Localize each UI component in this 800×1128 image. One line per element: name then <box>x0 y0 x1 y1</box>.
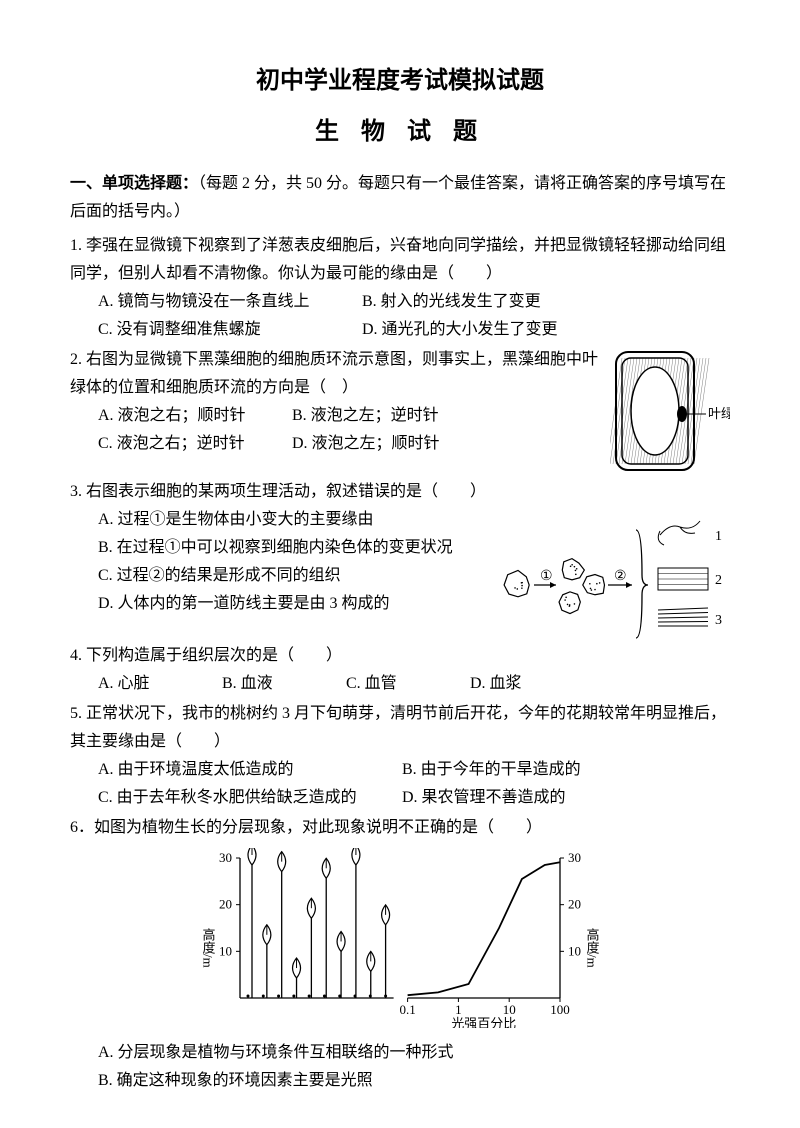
q5-stem: 5. 正常状况下，我市的桃树约 3 月下旬萌芽，清明节前后开花，今年的花期较常年… <box>70 700 730 756</box>
svg-text:10: 10 <box>219 943 232 958</box>
q2-opt-c: C. 液泡之右；逆时针 <box>98 430 288 458</box>
svg-text:100: 100 <box>550 1002 570 1017</box>
section-1-label: 一、单项选择题： <box>70 175 198 192</box>
question-5: 5. 正常状况下，我市的桃树约 3 月下旬萌芽，清明节前后开花，今年的花期较常年… <box>70 700 730 812</box>
question-6: 6．如图为植物生长的分层现象，对此现象说明不正确的是（ ） 10 20 30 高度/m… <box>70 814 730 1095</box>
svg-text:高度/m: 高度/m <box>201 927 216 967</box>
svg-text:20: 20 <box>219 897 232 912</box>
q4-opt-d: D. 血浆 <box>470 670 590 698</box>
svg-text:30: 30 <box>219 850 232 865</box>
q1-stem: 1. 李强在显微镜下视察到了洋葱表皮细胞后，兴奋地向同学描绘，并把显微镜轻轻挪动… <box>70 232 730 288</box>
svg-text:光强百分比: 光强百分比 <box>451 1016 516 1028</box>
svg-text:1: 1 <box>715 529 722 544</box>
q3-stem: 3. 右图表示细胞的某两项生理活动，叙述错误的是（ ） <box>70 478 730 506</box>
section-1-header: 一、单项选择题：（每题 2 分，共 50 分。每题只有一个最佳答案，请将正确答案… <box>70 170 730 226</box>
q5-options: A. 由于环境温度太低造成的 B. 由于今年的干旱造成的 C. 由于去年秋冬水肥… <box>70 756 730 812</box>
svg-text:①: ① <box>540 569 553 584</box>
q5-opt-c: C. 由于去年秋冬水肥供给缺乏造成的 <box>98 784 398 812</box>
question-3: 3. 右图表示细胞的某两项生理活动，叙述错误的是（ ） ①②123 A. 过程①… <box>70 478 730 640</box>
page-title-sub: 生 物 试 题 <box>70 111 730 146</box>
q6-opt-b: B. 确定这种现象的环境因素主要是光照 <box>98 1067 730 1095</box>
q5-opt-d: D. 果农管理不善造成的 <box>402 784 566 812</box>
svg-text:高度/m: 高度/m <box>585 927 600 967</box>
q5-opt-a: A. 由于环境温度太低造成的 <box>98 756 398 784</box>
svg-text:叶绿体: 叶绿体 <box>708 406 730 421</box>
q4-stem: 4. 下列构造属于组织层次的是（ ） <box>70 642 730 670</box>
question-2: 叶绿体 2. 右图为显微镜下黑藻细胞的细胞质环流示意图，则事实上，黑藻细胞中叶绿… <box>70 346 730 476</box>
q5-opt-b: B. 由于今年的干旱造成的 <box>402 756 581 784</box>
svg-text:20: 20 <box>568 897 581 912</box>
q6-figure: 102030高度/m102030高度/m0.1110100光强百分比 <box>70 848 730 1033</box>
q4-options: A. 心脏 B. 血液 C. 血管 D. 血浆 <box>70 670 730 698</box>
q1-opt-a: A. 镜筒与物镜没在一条直线上 <box>98 288 358 316</box>
svg-text:1: 1 <box>455 1002 462 1017</box>
q6-opt-a: A. 分层现象是植物与环境条件互相联络的一种形式 <box>98 1039 730 1067</box>
q6-stem: 6．如图为植物生长的分层现象，对此现象说明不正确的是（ ） <box>70 814 730 842</box>
q1-opt-c: C. 没有调整细准焦螺旋 <box>98 316 358 344</box>
q2-opt-a: A. 液泡之右；顺时针 <box>98 402 288 430</box>
svg-text:2: 2 <box>715 573 722 588</box>
q2-figure: 叶绿体 <box>610 346 730 476</box>
q4-opt-b: B. 血液 <box>222 670 342 698</box>
svg-text:10: 10 <box>568 943 581 958</box>
q4-opt-c: C. 血管 <box>346 670 466 698</box>
q4-opt-a: A. 心脏 <box>98 670 218 698</box>
svg-text:3: 3 <box>715 613 722 628</box>
q3-figure: ① ② 1 2 3 <box>500 510 730 640</box>
q1-options: A. 镜筒与物镜没在一条直线上 B. 射入的光线发生了变更 C. 没有调整细准焦… <box>70 288 730 344</box>
svg-text:②: ② <box>614 569 627 584</box>
svg-text:10: 10 <box>503 1002 516 1017</box>
svg-text:30: 30 <box>568 850 581 865</box>
q1-opt-b: B. 射入的光线发生了变更 <box>362 288 622 316</box>
question-1: 1. 李强在显微镜下视察到了洋葱表皮细胞后，兴奋地向同学描绘，并把显微镜轻轻挪动… <box>70 232 730 344</box>
page-title-main: 初中学业程度考试模拟试题 <box>70 60 730 95</box>
q6-options: A. 分层现象是植物与环境条件互相联络的一种形式 B. 确定这种现象的环境因素主… <box>70 1039 730 1095</box>
svg-text:0.1: 0.1 <box>399 1002 415 1017</box>
q2-opt-d: D. 液泡之左；顺时针 <box>292 430 482 458</box>
question-4: 4. 下列构造属于组织层次的是（ ） A. 心脏 B. 血液 C. 血管 D. … <box>70 642 730 698</box>
q2-opt-b: B. 液泡之左；逆时针 <box>292 402 482 430</box>
q1-opt-d: D. 通光孔的大小发生了变更 <box>362 316 622 344</box>
